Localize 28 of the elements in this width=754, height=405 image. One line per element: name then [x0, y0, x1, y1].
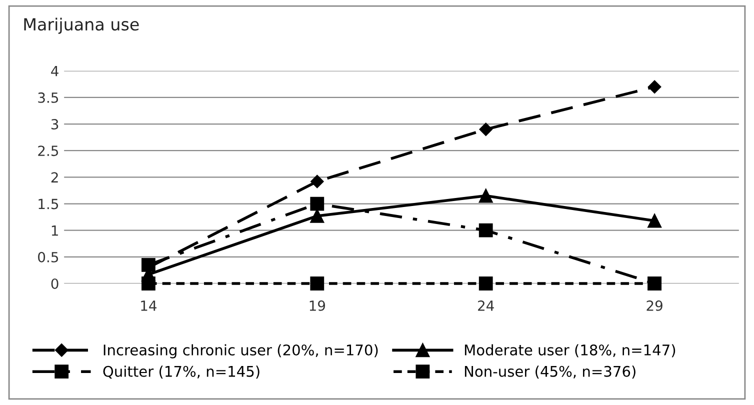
- point: [479, 122, 492, 136]
- y-tick-label: 1.5: [38, 198, 58, 210]
- point: [478, 188, 493, 203]
- point: [648, 214, 662, 228]
- y-tick-label: 0: [51, 278, 58, 289]
- legend-label: Non-user (45%, n=376): [464, 366, 636, 379]
- y-tick-label: 3.5: [38, 92, 58, 103]
- y-tick-label: 3: [51, 119, 58, 130]
- chart-title: Marijuana use: [24, 18, 139, 34]
- point: [310, 174, 324, 188]
- legend-label: Quitter (17%, n=145): [103, 366, 260, 379]
- x-tick-label: 14: [141, 300, 156, 311]
- point: [478, 276, 493, 290]
- x-tick-label: 29: [646, 300, 662, 311]
- y-tick-label: 2.5: [38, 146, 58, 156]
- y-tick-label: 0.5: [38, 252, 58, 262]
- y-tick-label: 1: [52, 225, 58, 236]
- point: [478, 223, 493, 238]
- y-tick-label: 2: [51, 172, 58, 182]
- legend-label: Moderate user (18%, n=147): [464, 344, 676, 358]
- x-tick-label: 19: [310, 300, 326, 311]
- point: [310, 209, 324, 223]
- y-tick-label: 4: [51, 66, 58, 76]
- x-tick-label: 24: [478, 300, 494, 311]
- point: [310, 196, 324, 211]
- point: [310, 276, 324, 290]
- legend-label: Increasing chronic user (20%, n=170): [104, 344, 378, 358]
- point: [648, 80, 662, 94]
